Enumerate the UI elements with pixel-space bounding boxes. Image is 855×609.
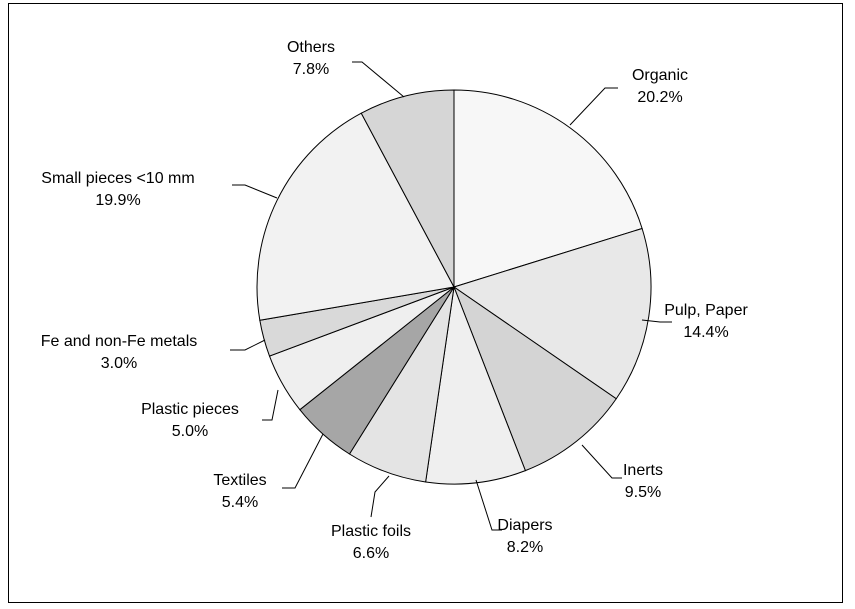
slice-label-organic: Organic: [632, 67, 688, 84]
slice-label-textiles: Textiles: [213, 472, 266, 489]
slice-value-inerts: 9.5%: [625, 484, 661, 501]
leader-line-plastic-pieces: [262, 389, 279, 421]
pie-slice-pulp-paper: [452, 227, 652, 400]
slice-label-fe-and-non-fe-metals: Fe and non-Fe metals: [41, 333, 198, 350]
leader-line-small-pieces-10-mm: [232, 184, 278, 199]
slice-value-textiles: 5.4%: [222, 494, 258, 511]
slice-value-pulp-paper: 14.4%: [683, 324, 728, 341]
leader-line-pulp-paper: [641, 319, 672, 323]
slice-value-organic: 20.2%: [637, 89, 682, 106]
leader-line-plastic-foils: [370, 475, 390, 518]
slice-value-plastic-foils: 6.6%: [353, 545, 389, 562]
slice-label-small-pieces-10-mm: Small pieces <10 mm: [41, 170, 194, 187]
slice-label-diapers: Diapers: [497, 517, 552, 534]
leader-line-organic: [569, 87, 618, 126]
leader-line-inerts: [581, 444, 622, 479]
slice-label-plastic-pieces: Plastic pieces: [141, 401, 239, 418]
leader-line-textiles: [282, 433, 324, 489]
pie-slice-organic: [453, 89, 643, 288]
slice-value-diapers: 8.2%: [507, 539, 543, 556]
pie-slice-others: [360, 89, 455, 288]
leader-line-others: [352, 61, 405, 98]
pie-slice-diapers: [425, 285, 527, 485]
pie-slice-inerts: [452, 285, 617, 472]
slice-label-plastic-foils: Plastic foils: [331, 523, 411, 540]
slice-label-inerts: Inerts: [623, 462, 663, 479]
slice-value-plastic-pieces: 5.0%: [172, 423, 208, 440]
pie-slice-small-pieces-10-mm: [256, 112, 455, 321]
slice-label-pulp-paper: Pulp, Paper: [664, 302, 748, 319]
slice-value-small-pieces-10-mm: 19.9%: [95, 192, 140, 209]
slice-value-fe-and-non-fe-metals: 3.0%: [101, 355, 137, 372]
leader-line-fe-and-non-fe-metals: [230, 339, 266, 351]
slice-label-others: Others: [287, 39, 335, 56]
slice-value-others: 7.8%: [293, 61, 329, 78]
leader-line-diapers: [475, 479, 502, 531]
